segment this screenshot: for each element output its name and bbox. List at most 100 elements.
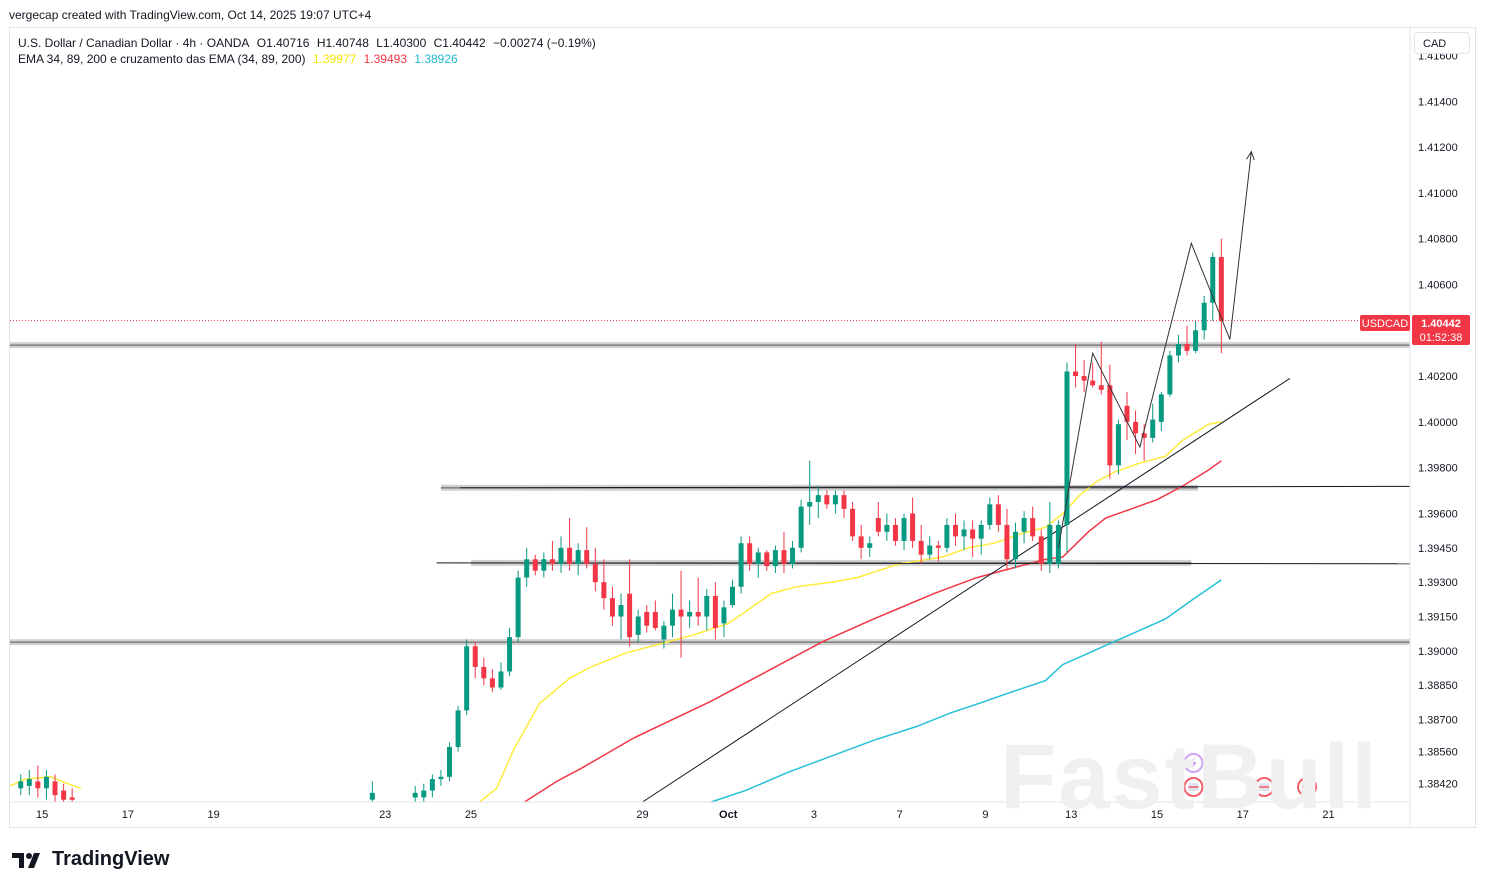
candle-5	[61, 783, 67, 802]
candle-body	[558, 547, 564, 564]
candle-9	[421, 783, 427, 802]
legend-ema200-value: 1.38926	[414, 52, 458, 66]
candle-body	[601, 582, 607, 599]
candle-body	[832, 495, 838, 505]
candle-body	[1107, 385, 1113, 466]
price-tick-label: 1.38700	[1418, 715, 1458, 727]
tradingview-logo[interactable]: TradingView	[12, 848, 169, 871]
candle-100	[1201, 295, 1207, 340]
candle-body	[1141, 433, 1147, 438]
candle-body	[1055, 524, 1061, 564]
candle-body	[721, 607, 727, 624]
candle-41	[695, 577, 701, 626]
candle-77	[1004, 508, 1010, 571]
candle-body	[43, 776, 49, 789]
time-tick-label: 15	[1151, 809, 1163, 821]
time-tick-label: Oct	[719, 809, 738, 821]
candle-22	[532, 554, 538, 576]
candle-body	[875, 518, 881, 532]
candle-79	[1021, 511, 1027, 544]
price-tick-label: 1.40200	[1418, 371, 1458, 383]
candle-body	[841, 495, 847, 509]
candle-body	[772, 550, 778, 567]
candle-body	[1210, 256, 1216, 303]
candle-60	[858, 524, 864, 560]
candle-body	[858, 536, 864, 548]
price-tick-label: 1.39800	[1418, 463, 1458, 475]
candle-body	[730, 586, 736, 606]
candle-85	[1073, 344, 1079, 388]
candle-19	[507, 627, 513, 677]
candle-66	[910, 497, 916, 548]
candle-body	[961, 529, 967, 537]
candle-58	[841, 490, 847, 519]
candle-30	[601, 559, 607, 610]
candle-72	[961, 520, 967, 551]
candle-body	[704, 595, 710, 617]
legend-open: O1.40716	[256, 36, 310, 50]
candle-body	[884, 524, 890, 532]
price-axis[interactable]: 1.416001.414001.412001.410001.408001.406…	[1418, 50, 1458, 790]
projection-path	[1057, 150, 1255, 548]
legend-symbol[interactable]: U.S. Dollar / Canadian Dollar · 4h · OAN…	[18, 36, 250, 50]
time-tick-label: 9	[982, 809, 988, 821]
candle-body	[669, 609, 675, 626]
time-tick-label: 29	[636, 809, 648, 821]
candle-body	[69, 797, 75, 800]
candle-94	[1150, 403, 1156, 443]
candle-44	[721, 600, 727, 638]
currency-button[interactable]: CAD	[1414, 32, 1470, 54]
candle-88	[1098, 341, 1104, 395]
chart-attribution: vergecap created with TradingView.com, O…	[9, 8, 372, 22]
candle-13	[455, 705, 461, 752]
time-axis[interactable]: 15 17 19 23 25 29 Oct 3 7 9 13 15 17 21	[36, 809, 1335, 821]
candle-body	[1073, 371, 1079, 377]
candle-35	[644, 605, 650, 633]
candle-86	[1081, 360, 1087, 393]
candle-body	[712, 595, 718, 628]
time-tick-label: 25	[465, 809, 477, 821]
price-tick-label: 1.39150	[1418, 612, 1458, 624]
candle-76	[995, 495, 1001, 532]
candle-26	[567, 518, 573, 571]
candle-11	[438, 769, 444, 786]
candle-51	[781, 531, 787, 574]
candle-body	[429, 779, 435, 791]
price-tag-text: 1.40442	[1421, 318, 1461, 330]
symbol-tag	[1360, 315, 1410, 331]
time-tick-label: 7	[897, 809, 903, 821]
candle-body	[918, 540, 924, 555]
candle-body	[549, 559, 555, 564]
candle-body	[1218, 256, 1224, 322]
legend-indicator-name[interactable]: EMA 34, 89, 200 e cruzamento das EMA (34…	[18, 52, 306, 66]
candle-31	[609, 586, 615, 626]
support-resistance-zones	[10, 342, 1410, 646]
legend-indicator-row[interactable]: EMA 34, 89, 200 e cruzamento das EMA (34…	[18, 51, 600, 67]
candle-74	[978, 520, 984, 555]
candle-body	[575, 550, 581, 564]
candle-body	[369, 792, 375, 800]
candle-body	[498, 671, 504, 688]
candle-body	[1004, 524, 1010, 560]
candle-56	[824, 490, 830, 509]
candle-89	[1107, 364, 1113, 480]
candle-10	[429, 774, 435, 798]
candle-29	[592, 547, 598, 592]
candle-body	[447, 747, 453, 777]
candle-97	[1175, 334, 1181, 363]
candle-43	[712, 582, 718, 640]
candle-34	[635, 609, 641, 642]
legend-low: L1.40300	[376, 36, 427, 50]
candle-body	[1013, 531, 1019, 560]
candle-body	[438, 776, 444, 780]
candle-body	[515, 577, 521, 638]
candle-body	[1184, 344, 1190, 351]
candle-95	[1158, 392, 1164, 432]
trendlines	[436, 377, 1411, 803]
candle-17	[489, 669, 495, 693]
candle-81	[1038, 529, 1044, 571]
candle-body	[798, 506, 804, 548]
legend-symbol-row[interactable]: U.S. Dollar / Canadian Dollar · 4h · OAN…	[18, 35, 600, 51]
candle-body	[18, 781, 24, 789]
